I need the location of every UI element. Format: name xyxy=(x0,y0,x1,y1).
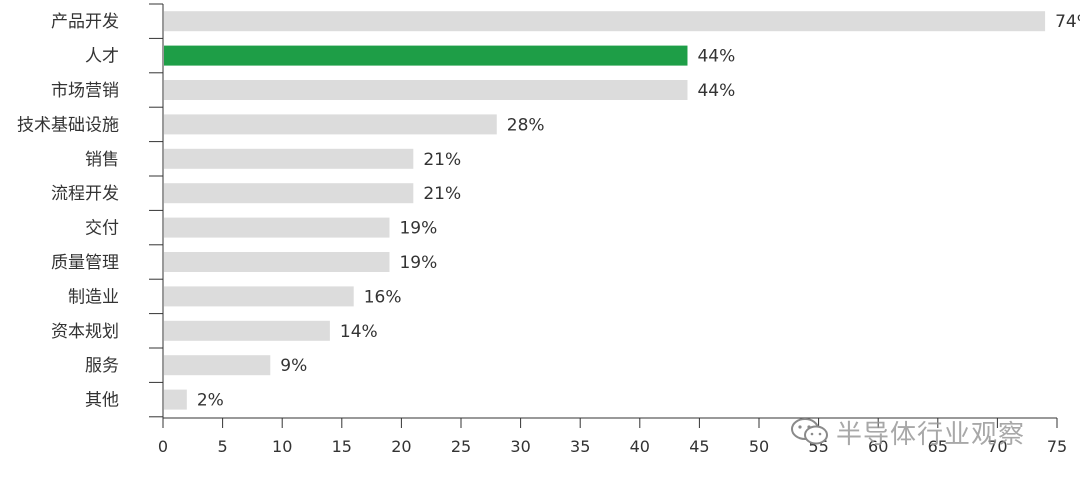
x-tick-label: 0 xyxy=(158,437,168,456)
x-tick-label: 35 xyxy=(570,437,590,456)
value-label: 14% xyxy=(340,322,378,342)
value-label: 44% xyxy=(697,47,735,67)
category-label: 资本规划 xyxy=(51,322,119,342)
category-label: 人才 xyxy=(85,47,119,67)
x-tick-label: 60 xyxy=(868,437,888,456)
bar xyxy=(164,252,390,272)
value-label: 19% xyxy=(399,219,437,239)
bar xyxy=(164,45,688,66)
x-tick-label: 15 xyxy=(332,437,352,456)
x-tick-label: 10 xyxy=(272,437,292,456)
bar xyxy=(164,148,414,169)
axes xyxy=(149,3,1057,419)
bar xyxy=(164,286,354,307)
watermark: 半导体行业观察 xyxy=(790,412,1025,452)
bars-group xyxy=(164,11,1046,410)
value-label: 21% xyxy=(423,150,461,170)
category-label: 交付 xyxy=(85,219,119,239)
bar xyxy=(164,217,390,238)
category-label: 产品开发 xyxy=(51,12,119,32)
wechat-icon xyxy=(790,416,830,448)
category-label: 其他 xyxy=(85,391,119,411)
bar xyxy=(164,11,1046,32)
bar xyxy=(164,320,330,341)
watermark-text: 半导体行业观察 xyxy=(836,419,1026,450)
x-tick-label: 70 xyxy=(987,437,1007,456)
value-label: 28% xyxy=(507,115,545,135)
x-tick-label: 40 xyxy=(630,437,650,456)
value-label: 16% xyxy=(364,287,402,307)
x-tick-label: 30 xyxy=(510,437,530,456)
x-tick-label: 5 xyxy=(218,437,228,456)
value-label: 2% xyxy=(197,391,224,411)
x-tick-label: 50 xyxy=(749,437,769,456)
bar xyxy=(164,183,414,204)
category-label: 质量管理 xyxy=(51,253,119,273)
value-label: 74% xyxy=(1055,12,1080,32)
x-axis-ticks: 0 5 10 15 20 25 30 35 40 45 50 55 60 65 70 75 xyxy=(158,418,1067,456)
value-label: 19% xyxy=(399,253,437,273)
value-labels: 74% 44% 44% 28% 21% 21% 19% 19% 16% 14% 9% 2% xyxy=(197,12,1080,410)
category-label: 市场营销 xyxy=(51,81,119,101)
x-tick-label: 25 xyxy=(451,437,471,456)
bar xyxy=(164,114,497,135)
value-label: 21% xyxy=(423,184,461,204)
bar xyxy=(164,80,688,100)
value-label: 9% xyxy=(280,356,307,376)
category-label: 制造业 xyxy=(68,287,119,307)
bar xyxy=(164,355,271,376)
x-tick-label: 65 xyxy=(928,437,948,456)
value-label: 44% xyxy=(697,81,735,101)
x-tick-label: 45 xyxy=(689,437,709,456)
x-tick-label: 20 xyxy=(391,437,411,456)
category-label: 流程开发 xyxy=(51,184,119,204)
category-label: 销售 xyxy=(85,150,119,170)
bar xyxy=(164,389,187,410)
x-tick-label: 75 xyxy=(1047,437,1067,456)
category-label: 技术基础设施 xyxy=(17,115,119,135)
category-label: 服务 xyxy=(85,356,119,376)
